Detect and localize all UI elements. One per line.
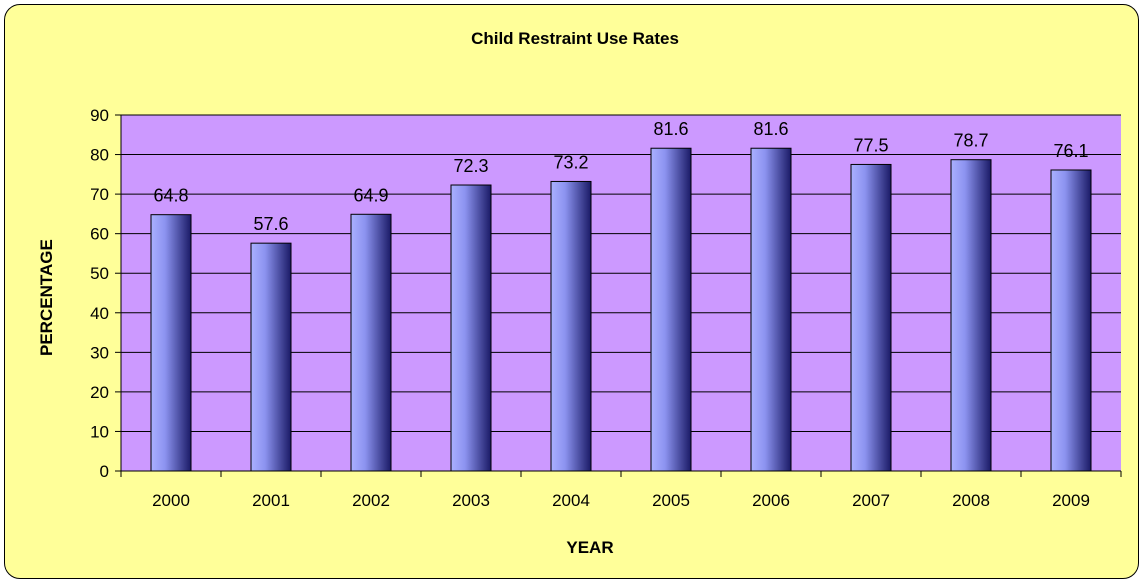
x-axis-title: YEAR [566, 538, 613, 557]
y-tick-label: 20 [90, 383, 109, 402]
y-tick-label: 40 [90, 304, 109, 323]
bars [150, 147, 1092, 472]
bar-2002 [350, 213, 392, 472]
data-label: 78.7 [953, 131, 988, 151]
y-axis-title-clip: PERCENTAGE [37, 239, 56, 356]
x-tick-label: 2004 [552, 491, 590, 510]
x-tick-label: 2007 [852, 491, 890, 510]
x-tick-label: 2002 [352, 491, 390, 510]
data-label: 72.3 [453, 156, 488, 176]
bar-2005 [650, 147, 692, 472]
y-tick-label: 70 [90, 185, 109, 204]
data-label: 81.6 [653, 119, 688, 139]
chart-title: Child Restraint Use Rates [471, 29, 679, 48]
y-tick-label: 50 [90, 264, 109, 283]
y-tick-label: 60 [90, 225, 109, 244]
x-tick-label: 2001 [252, 491, 290, 510]
data-label: 64.9 [353, 185, 388, 205]
bar-2001 [250, 242, 292, 472]
bar-2004 [550, 180, 592, 472]
y-tick-label: 80 [90, 146, 109, 165]
y-tick-label: 30 [90, 343, 109, 362]
y-tick-label: 0 [100, 462, 109, 481]
data-label: 76.1 [1053, 141, 1088, 161]
bar-2000 [150, 214, 192, 472]
data-label: 64.8 [153, 186, 188, 206]
y-tick-label: 10 [90, 422, 109, 441]
bar-2008 [950, 159, 992, 472]
y-tick-labels: 0 10 20 30 40 50 60 70 80 90 [90, 106, 109, 481]
bar-2003 [450, 184, 492, 472]
x-tick-label: 2009 [1052, 491, 1090, 510]
x-tick-label: 2003 [452, 491, 490, 510]
x-tick-label: 2005 [652, 491, 690, 510]
x-tick-label: 2006 [752, 491, 790, 510]
data-label: 81.6 [753, 119, 788, 139]
x-tick-label: 2008 [952, 491, 990, 510]
data-label: 77.5 [853, 135, 888, 155]
y-axis-title: PERCENTAGE [37, 239, 56, 356]
bar-2007 [850, 163, 892, 472]
x-tick-label: 2000 [152, 491, 190, 510]
bar-2006 [750, 147, 792, 472]
bar-2009 [1050, 169, 1092, 472]
data-labels: 64.8 57.6 64.9 72.3 73.2 81.6 81.6 77.5 78.7 76.1 [153, 119, 1088, 234]
x-tick-labels: 2000 2001 2002 2003 2004 2005 2006 2007 2008 2009 [152, 491, 1090, 510]
data-label: 73.2 [553, 152, 588, 172]
axes [115, 114, 1122, 477]
y-tick-label: 90 [90, 106, 109, 125]
data-label: 57.6 [253, 214, 288, 234]
